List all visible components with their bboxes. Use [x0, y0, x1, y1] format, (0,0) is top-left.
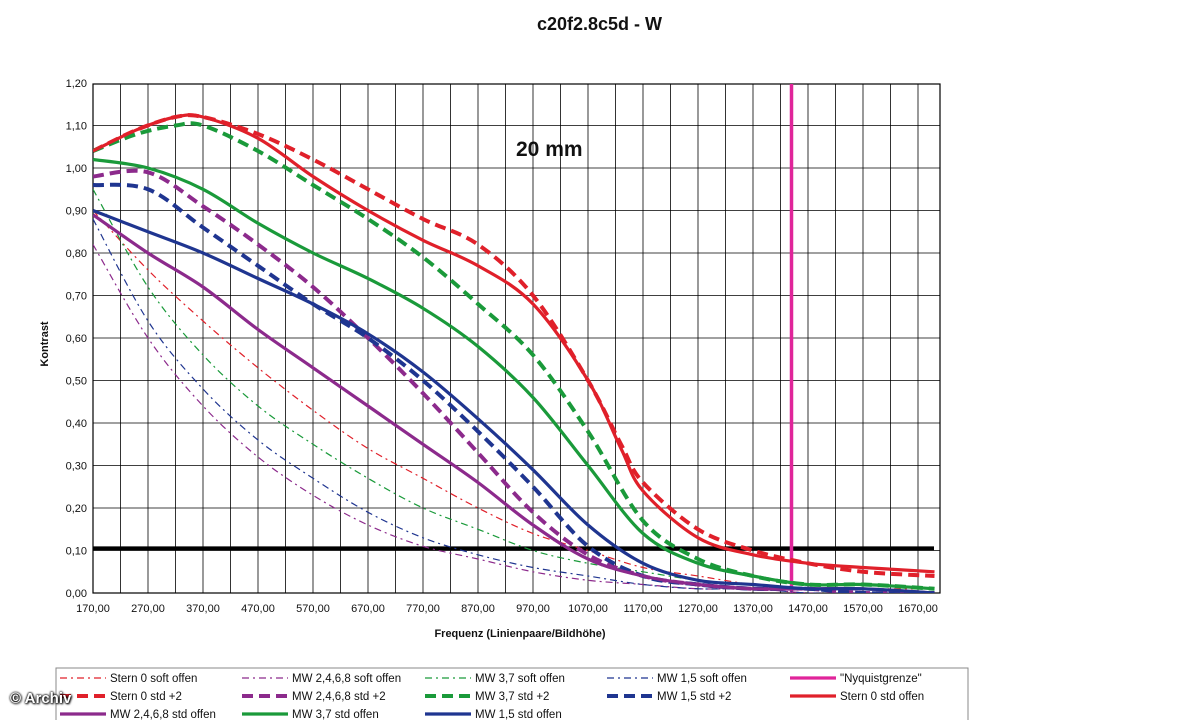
x-tick-label: 1070,00 [568, 603, 608, 615]
watermark: © Archiv [10, 690, 72, 707]
x-tick-label: 570,00 [296, 603, 330, 615]
legend-label: MW 3,7 std offen [292, 709, 379, 720]
reference-lines [93, 84, 934, 593]
y-tick-label: 0,90 [66, 206, 87, 218]
y-tick-label: 0,50 [66, 376, 87, 388]
y-tick-label: 0,00 [66, 588, 87, 600]
legend-label: Stern 0 std offen [840, 691, 924, 703]
y-tick-label: 0,40 [66, 418, 87, 430]
legend-label: MW 3,7 soft offen [475, 673, 565, 685]
series-line-stern-0-std-offen [93, 113, 935, 574]
series-layer [93, 113, 935, 593]
x-tick-label: 1370,00 [733, 603, 773, 615]
legend-label: MW 1,5 std offen [475, 709, 562, 720]
y-tick-label: 0,30 [66, 461, 87, 473]
legend-label: MW 2,4,6,8 std +2 [292, 691, 386, 703]
chart-legend: Stern 0 soft offen MW 2,4,6,8 soft offen M… [55, 667, 969, 720]
x-tick-label: 770,00 [406, 603, 440, 615]
series-line-mw-3-7-std-offen [93, 157, 935, 591]
tick-labels: 170,00 270,00 370,00 470,00 570,00 670,00 770,… [66, 78, 938, 615]
y-tick-label: 1,10 [66, 121, 87, 133]
x-tick-label: 970,00 [516, 603, 550, 615]
y-tick-label: 0,60 [66, 333, 87, 345]
legend-label: MW 2,4,6,8 std offen [110, 709, 216, 720]
x-tick-label: 1170,00 [624, 603, 663, 615]
y-tick-label: 0,80 [66, 248, 87, 260]
x-tick-label: 470,00 [241, 603, 275, 615]
x-tick-label: 1570,00 [843, 603, 883, 615]
y-tick-label: 0,10 [66, 546, 87, 558]
series-line-mw-1-5-soft-offen [93, 218, 935, 593]
y-tick-label: 0,20 [66, 503, 87, 515]
legend-label: Stern 0 soft offen [110, 673, 197, 685]
legend-label: MW 2,4,6,8 soft offen [292, 673, 401, 685]
legend-label: MW 1,5 soft offen [657, 673, 747, 685]
legend-label: "Nyquistgrenze" [840, 673, 922, 685]
x-axis-label: Frequenz (Linienpaare/Bildhöhe) [434, 628, 606, 640]
y-tick-label: 1,00 [66, 163, 87, 175]
chart-title: c20f2.8c5d - W [536, 14, 663, 34]
x-tick-label: 1470,00 [788, 603, 828, 615]
x-tick-label: 170,00 [76, 603, 110, 615]
y-tick-label: 1,20 [66, 78, 87, 90]
series-line-mw-1-5-std-offen [93, 209, 935, 593]
plot-frame [92, 83, 941, 594]
series-line-stern-0-std-2 [93, 113, 935, 578]
legend-label: MW 3,7 std +2 [475, 691, 549, 703]
x-tick-label: 1270,00 [678, 603, 718, 615]
x-tick-label: 670,00 [351, 603, 385, 615]
legend-label: MW 1,5 std +2 [657, 691, 731, 703]
x-tick-label: 270,00 [131, 603, 165, 615]
x-tick-label: 870,00 [461, 603, 495, 615]
series-line-mw-2-4-6-8-std-offen [93, 213, 935, 593]
x-tick-label: 1670,00 [898, 603, 938, 615]
y-tick-label: 0,70 [66, 291, 87, 303]
legend-label: Stern 0 std +2 [110, 691, 182, 703]
x-tick-label: 370,00 [186, 603, 220, 615]
